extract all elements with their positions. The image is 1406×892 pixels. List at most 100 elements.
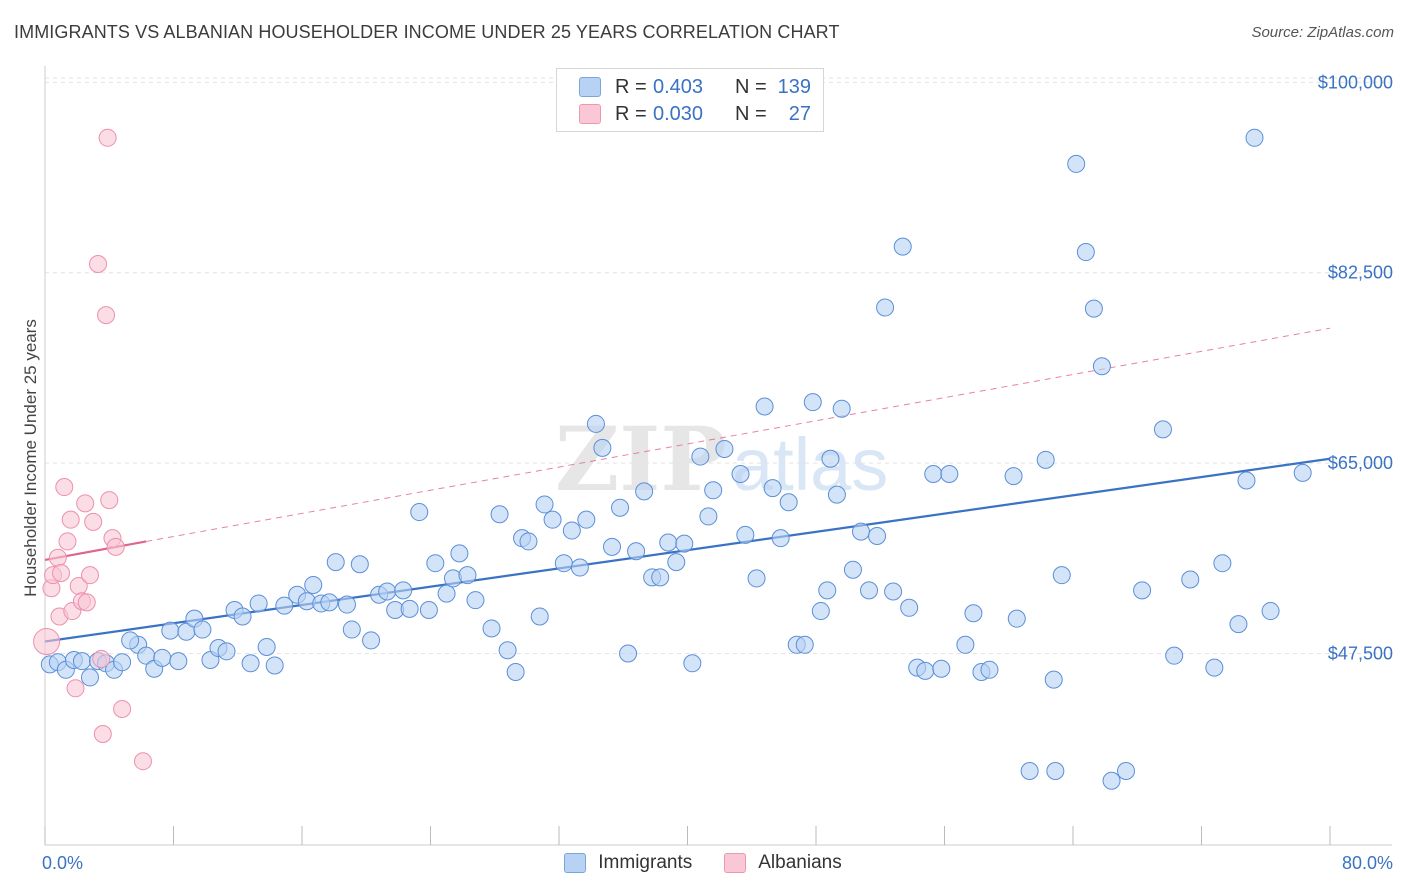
immigrants-point (121, 631, 140, 650)
r-value: 0.030 (653, 102, 704, 125)
trend-line-extension (146, 327, 1331, 542)
albanians-point (80, 566, 99, 585)
immigrants-point (832, 399, 851, 418)
albanians-point (84, 512, 103, 531)
data-points (33, 128, 1312, 790)
immigrants-point (543, 510, 562, 529)
albanians-point (66, 679, 85, 698)
immigrants-point (932, 659, 951, 678)
immigrants-point (1067, 154, 1086, 173)
source-label: Source: ZipAtlas.com (1251, 24, 1394, 41)
immigrants-point (893, 237, 912, 256)
albanians-point (33, 628, 61, 656)
albanians-point (97, 306, 116, 325)
immigrants-point (779, 493, 798, 512)
n-label: N = (735, 75, 767, 98)
axes (44, 66, 1392, 846)
immigrants-point (860, 581, 879, 600)
immigrants-swatch (579, 77, 601, 97)
immigrants-point (956, 635, 975, 654)
immigrants-point (611, 498, 630, 517)
y-tick-label: $82,500 (1328, 263, 1393, 283)
immigrants-point (506, 662, 525, 681)
immigrants-point (410, 503, 429, 522)
y-tick-labels: $47,500 $65,000 $82,500 $100,000 (1318, 72, 1393, 663)
immigrants-point (1084, 299, 1103, 318)
immigrants-point (419, 600, 438, 619)
immigrants-point (868, 526, 887, 545)
immigrants-point (586, 414, 605, 433)
immigrants-point (924, 464, 943, 483)
albanians-point (55, 478, 74, 497)
immigrants-point (1133, 581, 1152, 600)
y-axis-label: Householder Income Under 25 years (21, 319, 40, 597)
immigrants-point (450, 544, 469, 563)
legend-box: R = 0.403 N = 139 R = 0.030 N = 27 (556, 68, 824, 132)
immigrants-point (498, 641, 517, 660)
albanians-point (98, 128, 117, 147)
immigrants-point (593, 438, 612, 457)
immigrants-point (603, 537, 622, 556)
immigrants-point (530, 607, 549, 626)
immigrants-point (437, 584, 456, 603)
immigrants-point (577, 510, 596, 529)
immigrants-point (667, 553, 686, 572)
immigrants-point (818, 581, 837, 600)
immigrants-point (1036, 450, 1055, 469)
immigrants-point (1102, 771, 1121, 790)
immigrants-point (747, 569, 766, 588)
immigrants-point (884, 582, 903, 601)
immigrants-point (265, 656, 284, 675)
immigrants-point (659, 533, 678, 552)
immigrants-point (1046, 761, 1065, 780)
immigrants-point (755, 397, 774, 416)
immigrants-point (736, 525, 755, 544)
n-value: 139 (777, 75, 811, 98)
r-value: 0.403 (653, 75, 704, 98)
immigrants-point (326, 553, 345, 572)
immigrants-point (1229, 615, 1248, 634)
albanians-point (89, 255, 108, 274)
immigrants-point (1044, 670, 1063, 689)
immigrants-point (535, 495, 554, 514)
immigrants-point (1165, 646, 1184, 665)
immigrants-point (1117, 761, 1136, 780)
y-tick-label: $65,000 (1328, 453, 1393, 473)
immigrants-point (1213, 554, 1232, 573)
immigrants-point (940, 464, 959, 483)
gridlines (45, 77, 1392, 654)
immigrants-point (851, 522, 870, 541)
albanians-point (100, 491, 119, 510)
immigrants-point (161, 621, 180, 640)
albanians-swatch (724, 853, 747, 873)
immigrants-point (1153, 420, 1172, 439)
immigrants-point (876, 298, 895, 317)
immigrants-point (771, 529, 790, 548)
immigrants-point (827, 485, 846, 504)
immigrants-point (342, 620, 361, 639)
immigrants-point (980, 660, 999, 679)
y-tick-label: $47,500 (1328, 643, 1393, 663)
immigrants-point (554, 554, 573, 573)
immigrants-point (1092, 357, 1111, 376)
albanians-point (61, 510, 80, 529)
immigrants-point (570, 558, 589, 577)
watermark-atlas: atlas (732, 423, 888, 506)
immigrants-point (1245, 128, 1264, 147)
bottom-legend: Immigrants Albanians (0, 852, 1406, 874)
immigrants-point (900, 598, 919, 617)
bottom-legend-label: Albanians (758, 852, 842, 873)
albanians-point (133, 752, 152, 771)
immigrants-point (217, 642, 236, 661)
immigrants-point (426, 554, 445, 573)
immigrants-point (1007, 609, 1026, 628)
r-label: R = (615, 75, 647, 98)
immigrants-point (635, 482, 654, 501)
immigrants-point (320, 593, 339, 612)
immigrants-point (362, 631, 381, 650)
legend-row-albanians: R = 0.030 N = 27 (579, 102, 811, 126)
albanians-swatch (579, 104, 601, 124)
chart-title: IMMIGRANTS VS ALBANIAN HOUSEHOLDER INCOM… (14, 22, 840, 42)
immigrants-point (249, 594, 268, 613)
